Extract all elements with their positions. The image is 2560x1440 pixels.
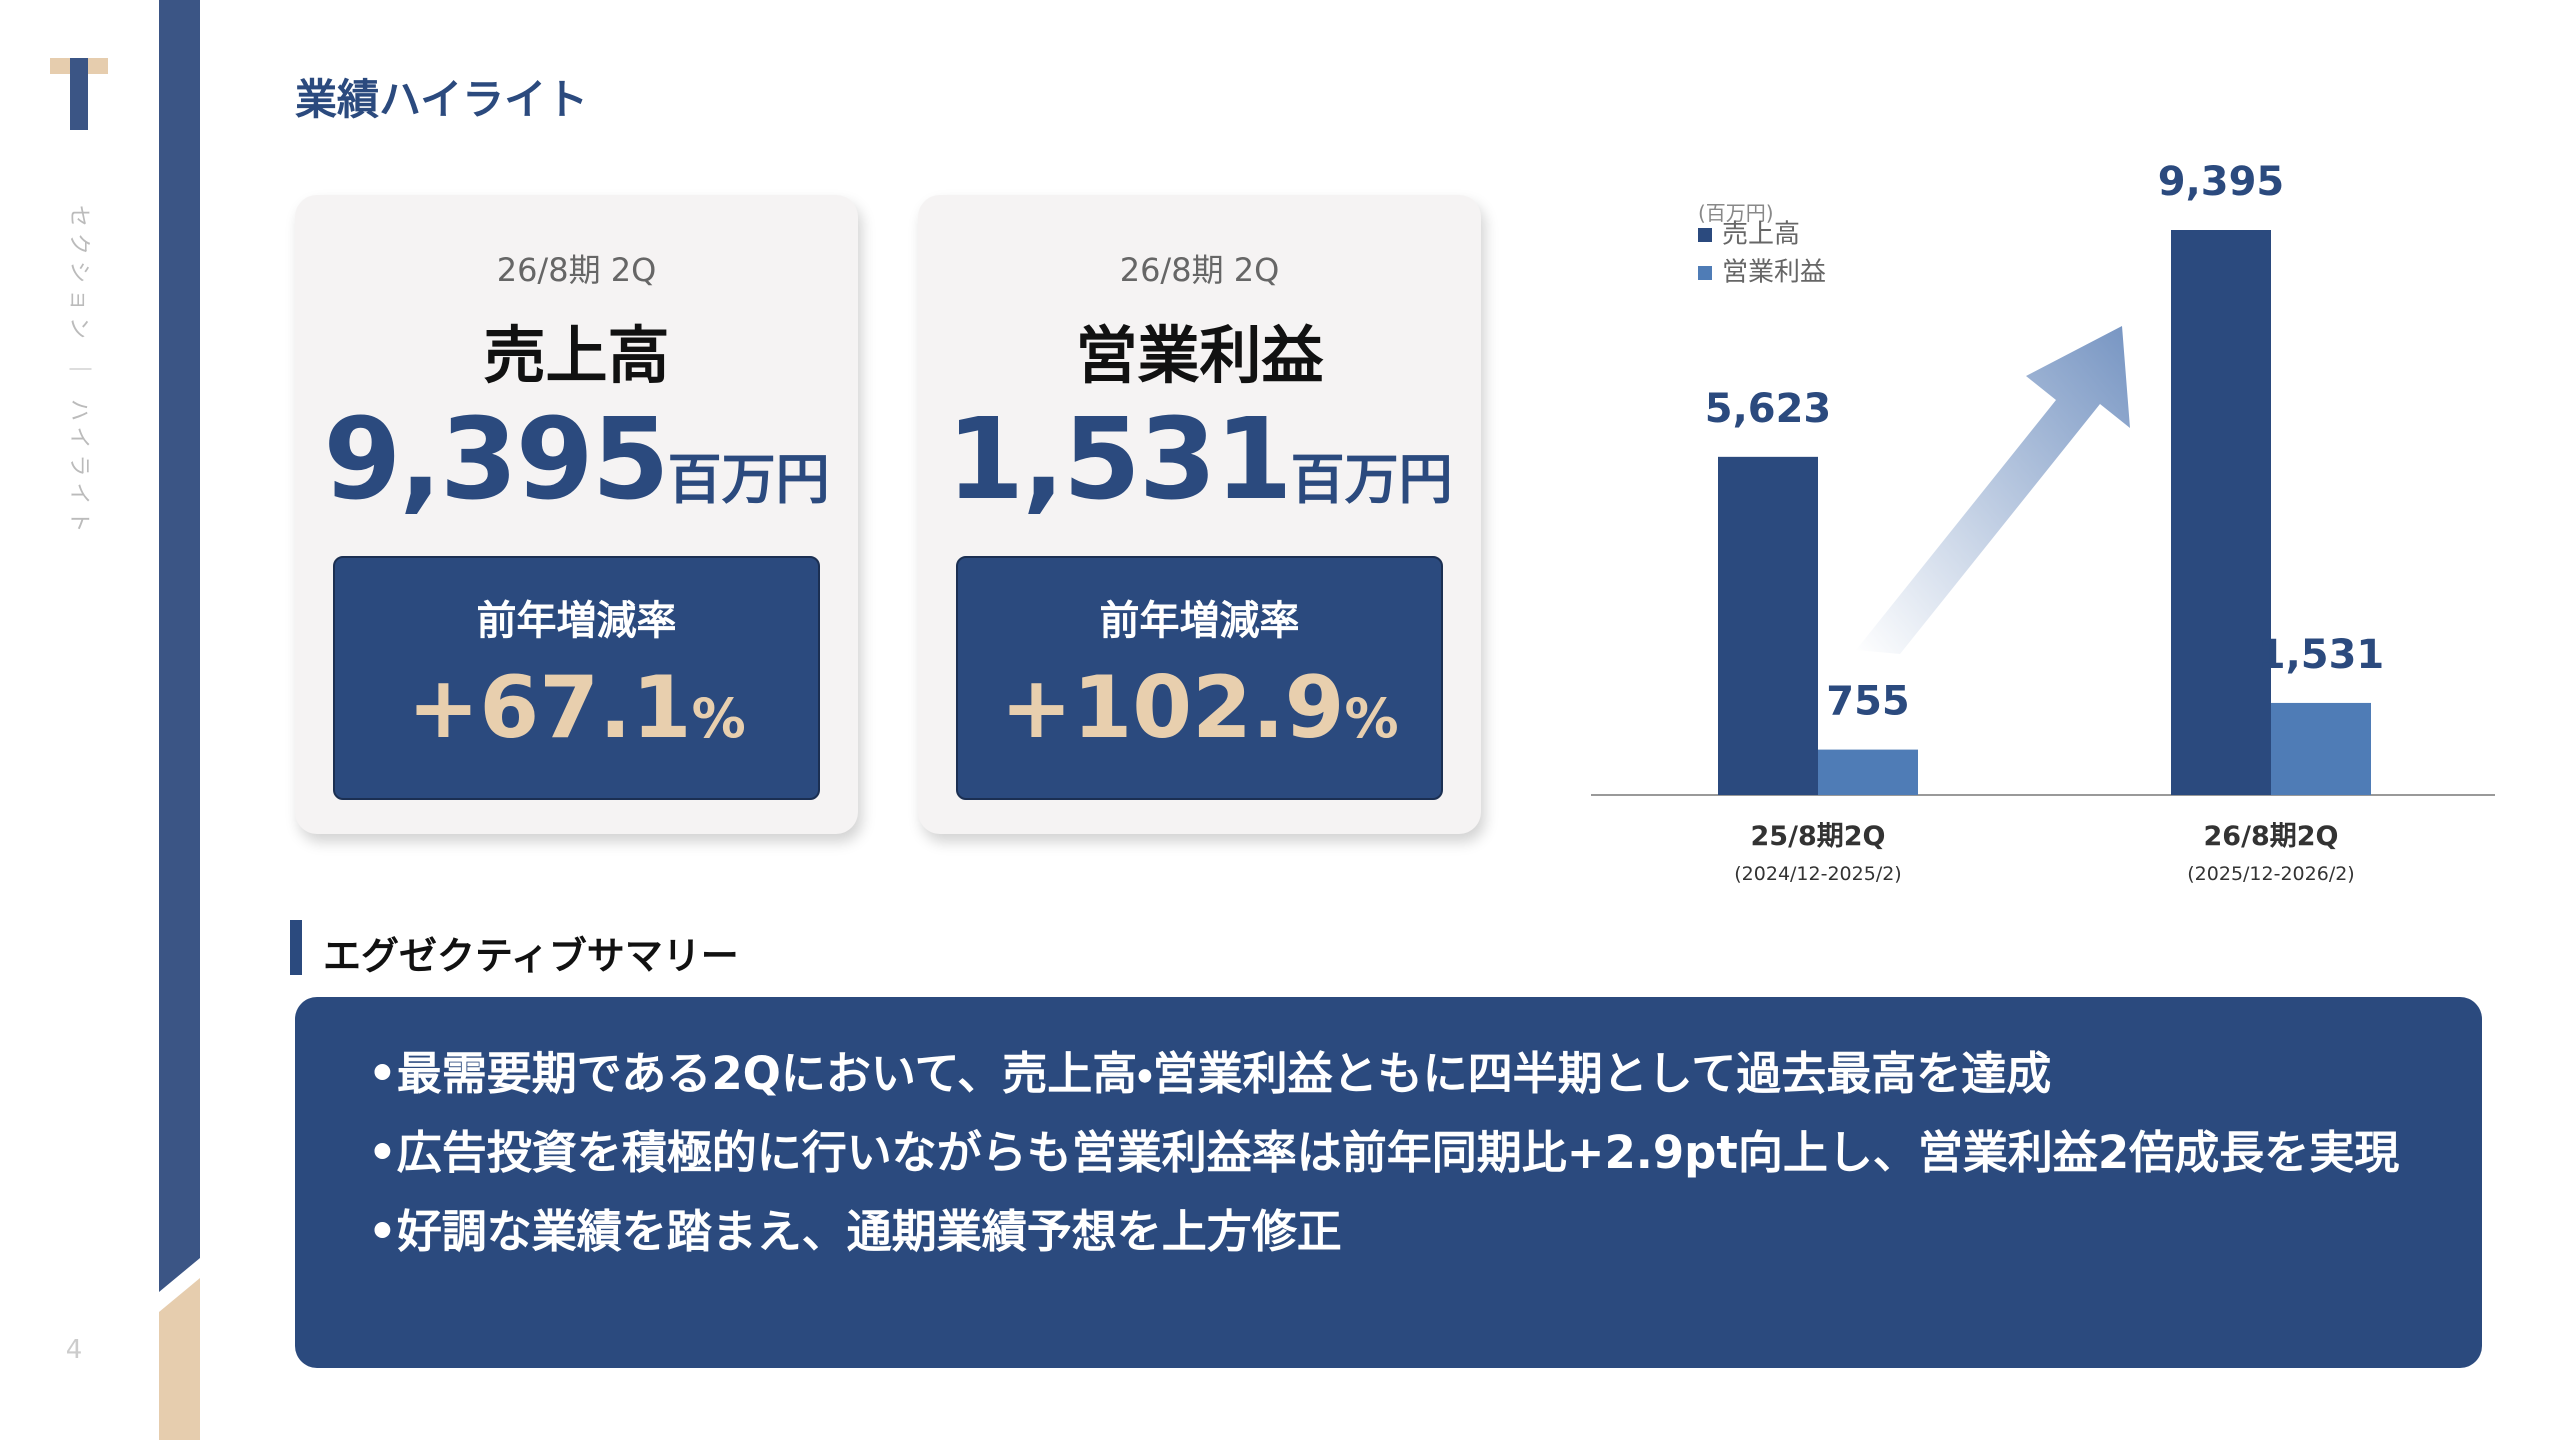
summary-bullet: •好調な業績を踏まえ、通期業績予想を上方修正: [368, 1205, 1342, 1258]
heading-bar: [290, 920, 302, 975]
value-label: 5,623: [1705, 386, 1832, 432]
category-sub: (2025/12-2026/2): [2187, 863, 2354, 885]
summary-bullet: •広告投資を積極的に行いながらも営業利益率は前年同期比+2.9pt向上し、営業利…: [368, 1126, 2400, 1179]
value-label: 9,395: [2158, 159, 2285, 205]
bar: [2171, 230, 2271, 795]
legend-label: 売上高: [1722, 220, 1800, 250]
category-sub: (2024/12-2025/2): [1734, 863, 1901, 885]
card-value-row: 1,531百万円: [918, 395, 1481, 525]
summary-bullet: •最需要期である2Qにおいて、売上高・営業利益ともに四半期として過去最高を達成: [368, 1047, 2052, 1100]
change-value: +67.1: [407, 658, 692, 758]
card-value: 9,395: [323, 395, 669, 525]
card-value-row: 9,395百万円: [295, 395, 858, 525]
change-box: 前年増減率 +102.9%: [956, 556, 1443, 800]
bar: [1718, 456, 1818, 795]
value-label: 1,531: [2258, 632, 2385, 678]
change-unit: %: [691, 687, 746, 750]
summary-heading: エグゼクティブサマリー: [323, 934, 739, 978]
card-metric: 営業利益: [1075, 319, 1324, 392]
bar: [1818, 749, 1918, 795]
summary-box: •最需要期である2Qにおいて、売上高・営業利益ともに四半期として過去最高を達成 …: [295, 997, 2482, 1368]
slide-title: 業績ハイライト: [295, 75, 589, 124]
legend-label: 営業利益: [1722, 258, 1826, 288]
card-period: 26/8期 2Q: [1119, 251, 1280, 289]
sidebar: セクション ｜ ハイライト 4: [50, 0, 200, 1440]
change-value: +102.9: [1000, 658, 1345, 758]
kpi-card: 26/8期 2Q 売上高 9,395百万円 前年増減率 +67.1%: [295, 195, 858, 834]
logo-stem: [70, 58, 88, 130]
category-label: 25/8期2Q: [1751, 821, 1886, 852]
unit-note: (百万円): [1698, 201, 1774, 225]
page-number: 4: [66, 1335, 83, 1365]
change-box: 前年増減率 +67.1%: [333, 556, 820, 800]
change-label: 前年増減率: [476, 598, 677, 644]
card-unit: 百万円: [667, 448, 830, 511]
bar-chart: (百万円) 売上高 5,623 9,395 営業利益 755 1,531 25/8期2Q (2…: [1591, 159, 2495, 885]
change-unit: %: [1344, 687, 1399, 750]
card-period: 26/8期 2Q: [496, 251, 657, 289]
change-row: +102.9%: [958, 658, 1441, 758]
bar: [2271, 702, 2371, 795]
card-metric: 売上高: [483, 319, 670, 392]
growth-arrow: [1856, 326, 2130, 654]
sidebar-bar: [159, 0, 200, 1292]
legend-swatch: [1698, 266, 1712, 280]
card-value: 1,531: [946, 395, 1292, 525]
card-unit: 百万円: [1290, 448, 1453, 511]
section-label: セクション ｜ ハイライト: [66, 205, 91, 539]
kpi-card: 26/8期 2Q 営業利益 1,531百万円 前年増減率 +102.9%: [918, 195, 1481, 834]
change-row: +67.1%: [335, 658, 818, 758]
change-label: 前年増減率: [1099, 598, 1300, 644]
category-label: 26/8期2Q: [2204, 821, 2339, 852]
value-label: 755: [1826, 679, 1910, 725]
legend-swatch: [1698, 228, 1712, 242]
sidebar-accent: [159, 1278, 200, 1440]
